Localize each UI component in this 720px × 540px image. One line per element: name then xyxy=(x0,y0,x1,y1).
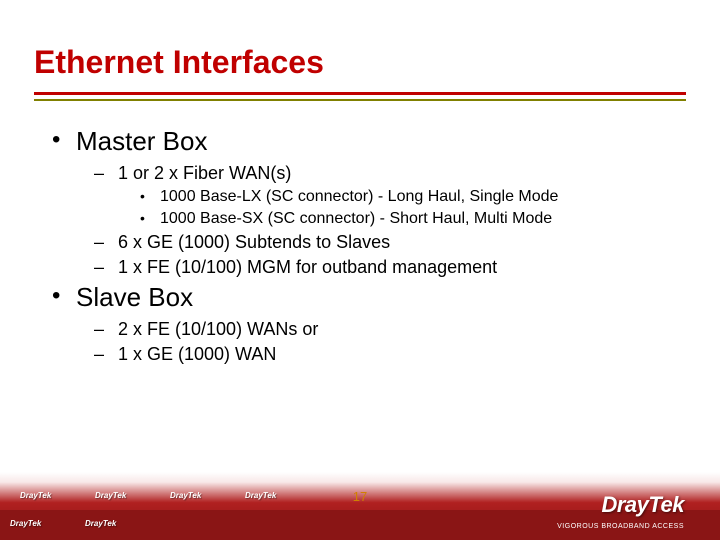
bullet-master-a-text: 1 or 2 x Fiber WAN(s) xyxy=(118,163,291,183)
brand-tagline: VIGOROUS BROADBAND ACCESS xyxy=(557,523,684,530)
bullet-master-a-i: 1000 Base-LX (SC connector) - Long Haul,… xyxy=(140,188,670,206)
title-underline-red xyxy=(34,92,686,95)
brand-logo-small: DrayTek xyxy=(95,491,126,500)
bullet-master-a: 1 or 2 x Fiber WAN(s) 1000 Base-LX (SC c… xyxy=(94,163,670,228)
bullet-master-c: 1 x FE (10/100) MGM for outband manageme… xyxy=(94,257,670,278)
brand-logo-small: DrayTek xyxy=(245,491,276,500)
title-underline-olive xyxy=(34,99,686,101)
brand-logo-small: DrayTek xyxy=(85,519,116,528)
brand-logo-small: DrayTek xyxy=(10,519,41,528)
slide-title: Ethernet Interfaces xyxy=(34,44,324,81)
bullet-slave-a: 2 x FE (10/100) WANs or xyxy=(94,319,670,340)
page-number: 17 xyxy=(353,489,367,504)
bullet-master: Master Box 1 or 2 x Fiber WAN(s) 1000 Ba… xyxy=(50,126,670,278)
bullet-master-label: Master Box xyxy=(76,126,208,156)
bullet-slave-b: 1 x GE (1000) WAN xyxy=(94,344,670,365)
bullet-slave-label: Slave Box xyxy=(76,282,193,312)
bullet-master-b: 6 x GE (1000) Subtends to Slaves xyxy=(94,232,670,253)
bullet-master-a-ii: 1000 Base-SX (SC connector) - Short Haul… xyxy=(140,210,670,228)
bullet-slave: Slave Box 2 x FE (10/100) WANs or 1 x GE… xyxy=(50,282,670,365)
brand-logo-small: DrayTek xyxy=(20,491,51,500)
slide: Ethernet Interfaces Master Box 1 or 2 x … xyxy=(0,0,720,540)
brand-logo-small: DrayTek xyxy=(170,491,201,500)
brand-logo-large: DrayTek xyxy=(601,492,684,518)
content-area: Master Box 1 or 2 x Fiber WAN(s) 1000 Ba… xyxy=(50,126,670,369)
